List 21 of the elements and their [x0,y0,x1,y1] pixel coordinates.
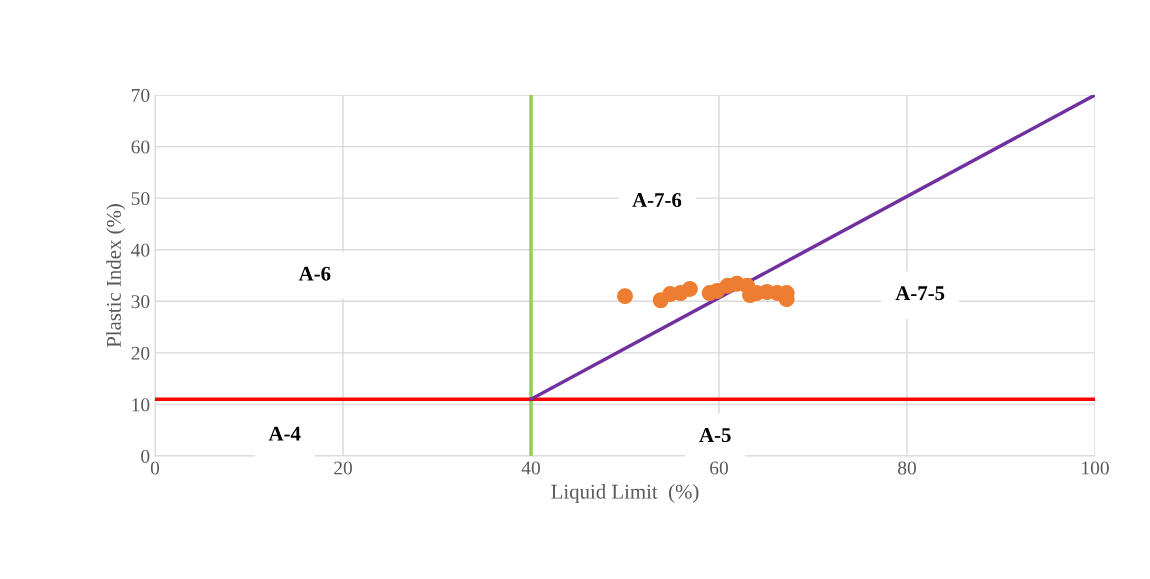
y-tick-label: 40 [131,243,150,257]
y-axis-title: Plastic Index (%) [106,204,126,348]
y-tick-label: 70 [131,88,150,102]
y-tick-label: 60 [131,140,150,154]
x-tick-label: 40 [521,461,540,475]
y-tick-label: 50 [131,191,150,206]
y-tick-label: 10 [132,398,150,412]
x-tick-label: 0 [150,461,160,475]
x-tick-label: 100 [1082,461,1109,475]
y-tick-label: 30 [131,295,150,309]
x-tick-label: 80 [898,461,916,475]
y-tick-label: 20 [131,346,150,360]
annotation: A-4 [268,426,301,441]
annotation: A-7-6 [632,193,682,208]
x-axis-title: Liquid Limit (%) [551,484,699,503]
x-tick-label: 20 [334,461,352,475]
annotation: A-6 [298,266,331,281]
x-tick-label: 60 [710,461,728,475]
annotation: A-7-5 [895,286,945,301]
y-tick-label: 0 [141,449,150,463]
annotation: A-5 [699,428,731,443]
